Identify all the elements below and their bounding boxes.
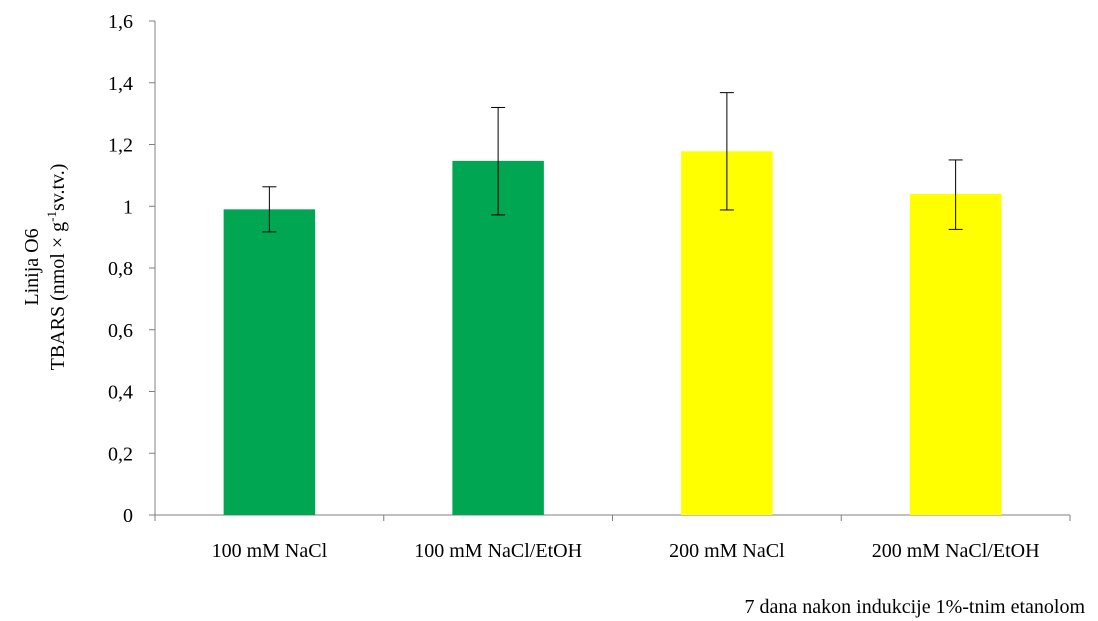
y-tick-label: 0,8 [108, 258, 133, 280]
x-axis-title: 7 dana nakon indukcije 1%-tnim etanolom [745, 596, 1086, 618]
y-tick-label: 0,2 [108, 443, 133, 465]
y-tick-label: 1 [123, 196, 133, 218]
x-tick-label: 100 mM NaCl [212, 540, 328, 562]
y-tick-label: 0 [123, 505, 133, 527]
y-axis-title-prefix: TBARS (nmol × g [47, 222, 69, 371]
y-axis-title-superscript: -1 [44, 211, 59, 222]
y-tick-label: 1,2 [108, 135, 133, 157]
y-axis-title: Linija O6 TBARS (nmol × g-1sv.tv.) [21, 164, 69, 371]
bar [909, 193, 1002, 515]
y-axis-title-line2: TBARS (nmol × g-1sv.tv.) [44, 164, 69, 371]
bar [223, 209, 316, 515]
y-axis-title-suffix: sv.tv.) [47, 164, 69, 211]
error-bars [262, 92, 963, 233]
bar [452, 160, 544, 515]
y-tick-label: 0,6 [108, 320, 133, 342]
y-tick-label: 0,4 [108, 382, 133, 404]
y-tick-label: 1,6 [108, 11, 133, 33]
x-tick-label: 100 mM NaCl/EtOH [414, 540, 582, 562]
x-axis: 100 mM NaCl 100 mM NaCl/EtOH 200 mM NaCl 20… [154, 514, 1071, 562]
x-tick-label: 200 mM NaCl/EtOH [872, 540, 1040, 562]
y-axis-title-line1: Linija O6 [21, 228, 43, 305]
bars [223, 151, 1002, 516]
y-axis: 0 0,2 0,4 0,6 0,8 1 1,2 1,4 1,6 [108, 11, 156, 527]
bar [681, 151, 773, 516]
y-tick-label: 1,4 [108, 73, 133, 95]
x-tick-label: 200 mM NaCl [669, 540, 785, 562]
